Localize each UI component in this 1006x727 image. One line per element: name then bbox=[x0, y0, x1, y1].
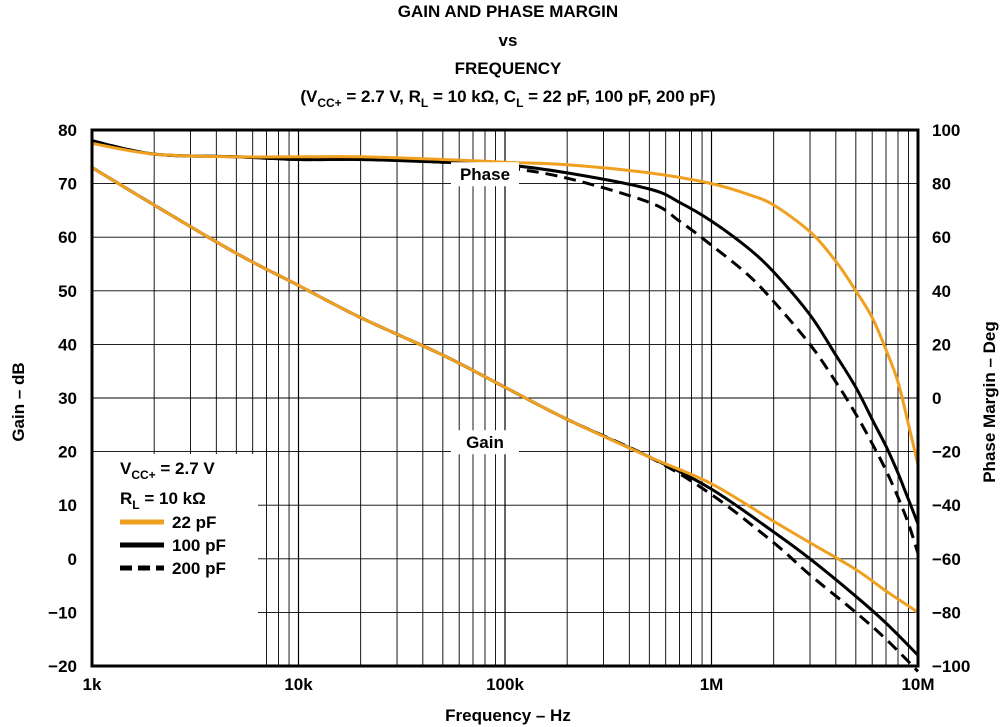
legend-vcc-sub: CC+ bbox=[131, 468, 155, 482]
legend-rl-rest: = 10 kΩ bbox=[140, 489, 206, 508]
phase-line-100pf bbox=[91, 139, 920, 525]
annotations: Phase Gain bbox=[450, 162, 519, 455]
chart-title-conditions: (VCC+ = 2.7 V, RL = 10 kΩ, CL = 22 pF, 1… bbox=[300, 87, 715, 110]
y-right-tick-label: −60 bbox=[932, 550, 961, 569]
cond-rl-sub: L bbox=[421, 96, 428, 110]
y-right-tick-label: −20 bbox=[932, 443, 961, 462]
y-axis-left-label: Gain – dB bbox=[9, 362, 28, 441]
y-left-tick-label: 0 bbox=[68, 550, 77, 569]
y-left-tick-label: 70 bbox=[58, 175, 77, 194]
y-right-tick-label: −80 bbox=[932, 603, 961, 622]
legend-label-100pf: 100 pF bbox=[172, 536, 226, 555]
cond-mid2: = 10 kΩ, C bbox=[428, 87, 516, 106]
legend-label-22pf: 22 pF bbox=[172, 513, 216, 532]
y-left-tick-label: 50 bbox=[58, 282, 77, 301]
legend-condition-rl: RL = 10 kΩ bbox=[120, 489, 206, 512]
annotation-phase: Phase bbox=[460, 165, 510, 184]
cond-mid1: = 2.7 V, R bbox=[342, 87, 421, 106]
phase-line-22pf bbox=[91, 141, 920, 466]
y-right-tick-label: 40 bbox=[932, 282, 951, 301]
y-right-tick-label: 20 bbox=[932, 335, 951, 354]
legend-box bbox=[90, 454, 258, 667]
y-left-tick-label: 80 bbox=[58, 121, 77, 140]
y-right-tick-label: 60 bbox=[932, 228, 951, 247]
chart-title-line-3: FREQUENCY bbox=[455, 59, 562, 78]
series-lines bbox=[91, 139, 920, 673]
cond-end: = 22 pF, 100 pF, 200 pF) bbox=[523, 87, 715, 106]
cond-vcc-sub: CC+ bbox=[317, 96, 341, 110]
cond-open: (V bbox=[300, 87, 318, 106]
plot-frame bbox=[90, 128, 920, 668]
y-right-tick-label: 80 bbox=[932, 175, 951, 194]
y-left-tick-label: −10 bbox=[48, 603, 77, 622]
y-left-tick-label: 30 bbox=[58, 389, 77, 408]
y-right-tick-label: 0 bbox=[932, 389, 941, 408]
legend-vcc-rest: = 2.7 V bbox=[156, 459, 216, 478]
x-tick-label: 10k bbox=[284, 675, 313, 694]
x-tick-label: 10M bbox=[901, 675, 934, 694]
y-right-tick-label: 100 bbox=[932, 121, 960, 140]
x-tick-label: 1k bbox=[83, 675, 102, 694]
y-axis-right-label: Phase Margin – Deg bbox=[980, 321, 999, 483]
chart-title-line-2: vs bbox=[499, 31, 518, 50]
y-right-tick-label: −40 bbox=[932, 496, 961, 515]
x-tick-label: 1M bbox=[700, 675, 724, 694]
x-axis-label: Frequency – Hz bbox=[445, 706, 571, 725]
legend-rl-main: R bbox=[120, 489, 132, 508]
tick-labels: 1k 10k 100k 1M 10M80706050403020100−10−20100… bbox=[48, 121, 970, 694]
legend-label-200pf: 200 pF bbox=[172, 559, 226, 578]
y-left-tick-label: 20 bbox=[58, 443, 77, 462]
legend-vcc-main: V bbox=[120, 459, 132, 478]
legend-rl-sub: L bbox=[132, 498, 139, 512]
legend: VCC+ = 2.7 V RL = 10 kΩ 22 pF 100 pF 200… bbox=[90, 454, 258, 667]
x-tick-label: 100k bbox=[486, 675, 524, 694]
y-left-tick-label: 60 bbox=[58, 228, 77, 247]
legend-condition-vcc: VCC+ = 2.7 V bbox=[120, 459, 215, 482]
annotation-background bbox=[450, 430, 519, 455]
gain-line-22pf bbox=[91, 166, 919, 614]
y-left-tick-label: 10 bbox=[58, 496, 77, 515]
cond-cl-sub: L bbox=[516, 96, 523, 110]
annotation-background bbox=[450, 162, 519, 187]
y-left-tick-label: 40 bbox=[58, 335, 77, 354]
annotation-gain: Gain bbox=[466, 433, 504, 452]
chart-title-line-1: GAIN AND PHASE MARGIN bbox=[398, 2, 618, 21]
y-left-tick-label: −20 bbox=[48, 657, 77, 676]
y-right-tick-label: −100 bbox=[932, 657, 970, 676]
